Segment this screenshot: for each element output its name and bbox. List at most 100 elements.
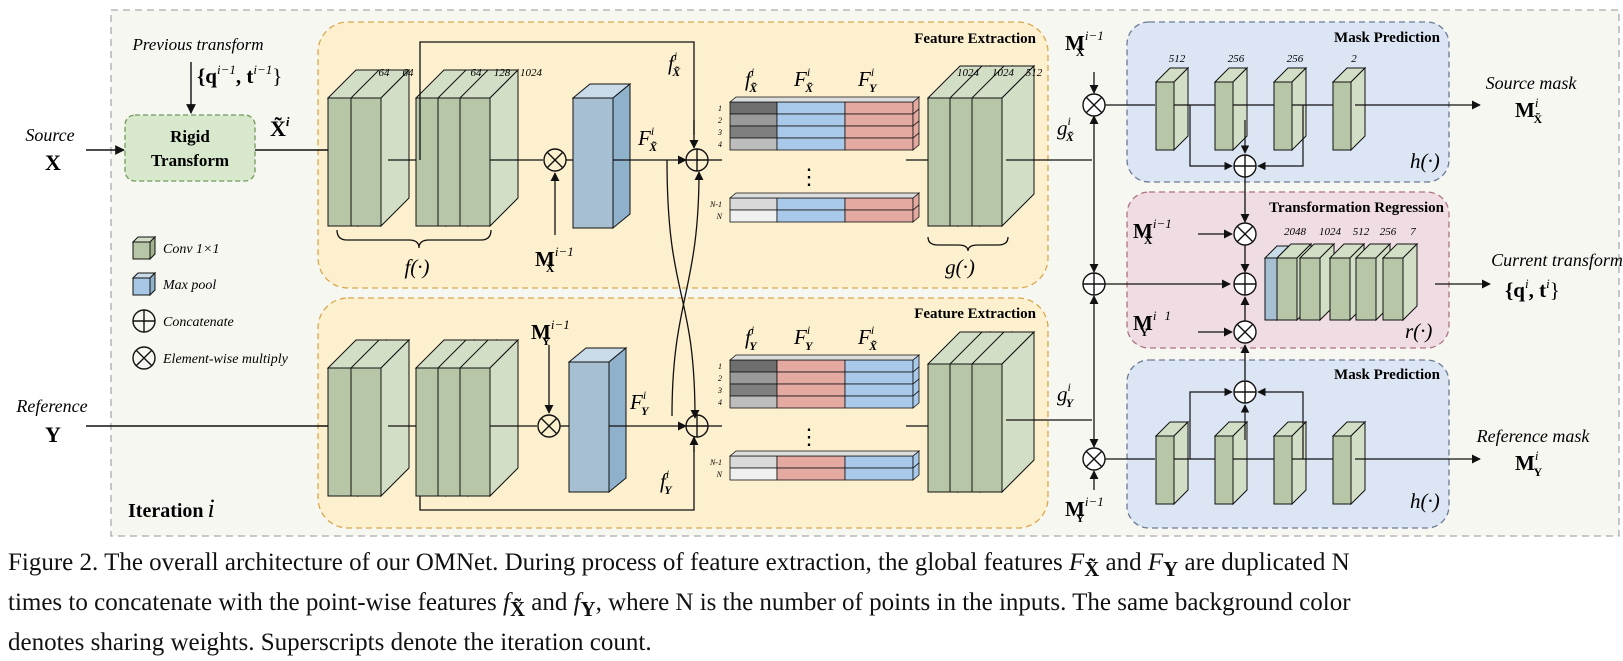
conv-f2-bottom-2 [458, 338, 520, 498]
caption-line-2: times to concatenate with the point-wise… [8, 589, 1351, 621]
table-header-F-bottom: Fi Y [793, 323, 814, 353]
dim-g-b: 1024 [992, 67, 1015, 79]
caption-line-1: Figure 2. The overall architecture of ou… [8, 549, 1350, 581]
table-top-cell [776, 113, 846, 127]
current-transform-label: Current transform [1491, 250, 1623, 270]
dim-r-b: 1024 [1319, 226, 1342, 238]
global-feature-label-bottom: Fi Y [629, 388, 650, 418]
dim-f2-a: 64 [471, 67, 483, 79]
table-top-cell [729, 125, 778, 139]
reference-mask-label: Reference mask [1476, 426, 1591, 446]
table-bottom-cell [844, 359, 914, 373]
f-function-label: f(·) [404, 255, 429, 279]
maxpool-bottom [567, 346, 628, 494]
table-top-row-label: 4 [718, 140, 722, 149]
table-dots-top: ⋮ [798, 164, 820, 189]
caption-line-3: denotes sharing weights. Superscripts de… [8, 629, 652, 656]
iteration-label: Iteration i [128, 494, 215, 523]
conv-g-top-2 [970, 64, 1036, 228]
global-feature-label-top: Fi X̃ [637, 124, 658, 154]
mask-prediction-top-title: Mask Prediction [1334, 30, 1441, 46]
table-top-row-label: N-1 [709, 200, 722, 209]
dim-r-c: 512 [1353, 226, 1370, 238]
table-dots-bottom: ⋮ [798, 424, 820, 449]
mask-prev-regression-bottom: Mi 1 Y [1133, 308, 1171, 339]
conv-h-bottom-1 [1213, 420, 1249, 506]
table-top-cell [776, 209, 846, 223]
conv-f2-top-2 [458, 68, 520, 228]
table-bottom-row-label: 2 [718, 374, 722, 383]
dim-h-a: 512 [1169, 53, 1186, 65]
figure-caption: Figure 2. The overall architecture of ou… [8, 546, 1618, 659]
dim-r-d: 256 [1380, 226, 1397, 238]
table-bottom-row-label: 4 [718, 398, 722, 407]
table-bottom-row-label: 1 [718, 362, 722, 371]
maxpool-top [571, 82, 632, 230]
rigid-transform-label-1: Rigid [170, 127, 210, 146]
table-bottom-cell [729, 359, 778, 373]
r-function-label: r(·) [1405, 319, 1432, 343]
dim-f2-b: 128 [494, 67, 511, 79]
conv-h-top-0 [1154, 66, 1190, 152]
dim-h-d: 2 [1351, 53, 1357, 65]
conv-h-top-3 [1331, 66, 1367, 152]
feature-extraction-top-title: Feature Extraction [914, 31, 1036, 47]
dim-r-a: 2048 [1284, 226, 1307, 238]
table-bottom-cell [776, 395, 846, 409]
table-top-cell [729, 209, 778, 223]
dim-h-b: 256 [1228, 53, 1245, 65]
transformation-regression-title: Transformation Regression [1269, 200, 1445, 216]
mask-prediction-bottom-title: Mask Prediction [1334, 367, 1441, 383]
table-header-F-top: Fi X̃ [793, 65, 814, 95]
previous-transform-label: Previous transform [131, 35, 263, 54]
mask-input-top: Mi−1 X̃ [535, 244, 574, 275]
table-header-F2-bottom: Fi X̃ [857, 323, 878, 353]
pointwise-feature-label-top: fi X̃ [668, 49, 681, 79]
maxpool-icon [131, 271, 157, 297]
g-function-label: g(·) [945, 255, 975, 279]
table-bottom-cell [776, 371, 846, 385]
reference-mask-var: Mi Y [1515, 448, 1542, 479]
reference-label: Reference [15, 396, 87, 416]
table-top-cell [844, 197, 914, 211]
source-mask-var: Mi X̃ [1515, 95, 1542, 126]
table-header-F2-top: Fi Y [857, 65, 878, 95]
source-mask-label: Source mask [1486, 73, 1578, 93]
table-header-f-top: fi X̃ [745, 65, 758, 95]
conv-r-1 [1298, 242, 1336, 322]
table-bottom-row-label: N [716, 470, 723, 479]
legend-label-conv: Conv 1×1 [163, 242, 220, 257]
dim-f1-a: 64 [379, 67, 391, 79]
table-bottom-cell [776, 467, 846, 481]
table-top-cell [729, 137, 778, 151]
table-top-cell [776, 125, 846, 139]
table-top-row-label: 2 [718, 116, 722, 125]
conv-h-top-1 [1213, 66, 1249, 152]
pointwise-feature-label-bottom: fi Y [660, 467, 673, 497]
table-top-cell [729, 113, 778, 127]
table-bottom-cell [776, 383, 846, 397]
table-bottom-cell [729, 371, 778, 385]
conv-h-bottom-0 [1154, 420, 1190, 506]
table-top-cell [844, 209, 914, 223]
rigid-transform-label-2: Transform [151, 151, 229, 170]
table-bottom-cell [844, 395, 914, 409]
legend-label-maxpool: Max pool [162, 278, 216, 293]
conv-h-top-2 [1272, 66, 1308, 152]
conv-f1-top-1 [349, 68, 411, 228]
table-top-row-label: 3 [717, 128, 722, 137]
concatenate-icon [132, 309, 156, 333]
table-top-cell [844, 125, 914, 139]
table-top-row-label: N [716, 212, 723, 221]
conv-icon [131, 235, 157, 261]
dim-r-e: 7 [1410, 226, 1416, 238]
dim-f1-b: 64 [403, 67, 415, 79]
conv-h-bottom-2 [1272, 420, 1308, 506]
table-bottom-cell [729, 383, 778, 397]
table-header-f-bottom: fi Y [745, 323, 758, 353]
legend: Conv 1×1 Max pool Concatenate Element-wi… [131, 235, 289, 370]
table-top-cell [844, 101, 914, 115]
source-var: X [45, 150, 61, 175]
table-bottom-row-label: 3 [717, 386, 722, 395]
dim-g-c: 512 [1026, 67, 1043, 79]
